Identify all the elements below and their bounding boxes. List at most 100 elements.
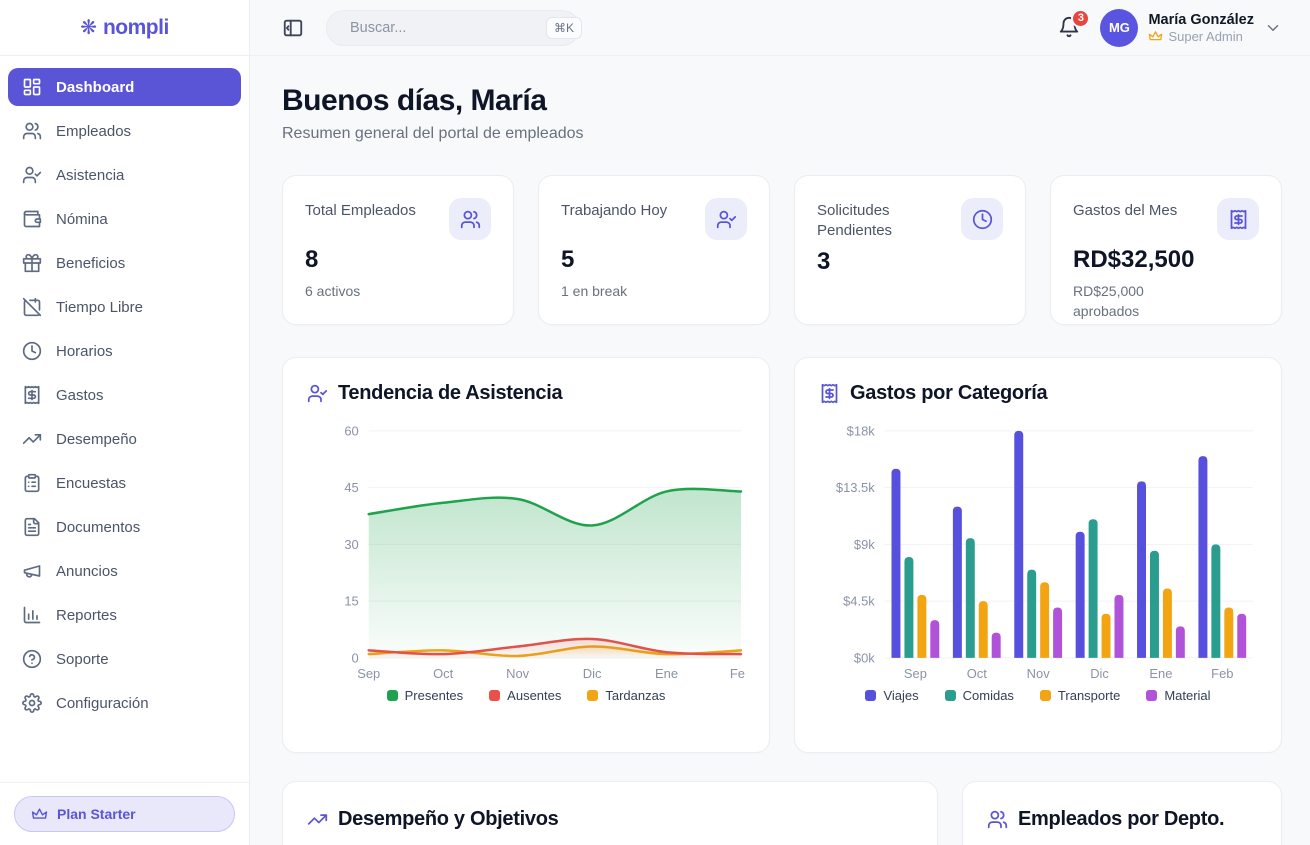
file-text-icon — [22, 517, 42, 537]
megaphone-icon — [22, 561, 42, 581]
attendance-trend-card: Tendencia de Asistencia 0 15 30 45 60 Sep Oct N… — [282, 357, 770, 753]
stat-label: Trabajando Hoy — [561, 202, 668, 219]
svg-text:60: 60 — [344, 423, 358, 438]
stat-card-total-empleados: Total Empleados 8 6 activos — [282, 175, 514, 325]
stat-subtext: RD$25,000 aprobados — [1073, 283, 1144, 319]
users-icon — [987, 809, 1008, 830]
sidebar-item-label: Configuración — [56, 694, 149, 712]
svg-text:Nov: Nov — [1027, 666, 1051, 681]
sidebar-item-label: Documentos — [56, 518, 141, 536]
search-shortcut-badge: ⌘K — [546, 16, 583, 39]
user-name: María González — [1148, 11, 1254, 28]
sidebar-item-beneficios[interactable]: Beneficios — [8, 244, 241, 282]
sidebar-item-gastos[interactable]: Gastos — [8, 376, 241, 414]
sidebar-item-horarios[interactable]: Horarios — [8, 332, 241, 370]
search-box[interactable]: ⌘K — [326, 9, 583, 46]
sidebar-item-empleados[interactable]: Empleados — [8, 112, 241, 150]
notifications-button[interactable]: 3 — [1058, 8, 1091, 40]
legend-label: Comidas — [962, 687, 1014, 703]
sidebar-item-encuestas[interactable]: Encuestas — [8, 464, 241, 502]
crown-icon — [31, 806, 48, 823]
svg-text:Oct: Oct — [433, 666, 454, 681]
clock-icon — [972, 209, 993, 230]
svg-text:30: 30 — [344, 537, 358, 552]
nompli-flower-icon: ❋ — [80, 16, 97, 39]
legend-label: Transporte — [1057, 687, 1121, 703]
brand-name: nompli — [102, 15, 169, 39]
stat-card-gastos-del-mes: Gastos del Mes RD$32,500 RD$25,000 aprobad… — [1050, 175, 1282, 325]
legend-item-tardanzas: Tardanzas — [587, 688, 665, 703]
sidebar: ❋ nompli Dashboard Empleados Asistencia Nóm… — [0, 0, 250, 845]
performance-card-title: Desempeño y Objetivos — [338, 808, 559, 830]
charts-row: Tendencia de Asistencia 0 15 30 45 60 Sep Oct N… — [282, 357, 1282, 753]
plan-box: Plan Starter — [0, 782, 249, 845]
expenses-legend: Viajes Comidas Transporte Material — [819, 688, 1257, 703]
svg-text:$0k: $0k — [854, 650, 875, 665]
sidebar-item-label: Horarios — [56, 342, 113, 360]
sidebar-item-tiempo-libre[interactable]: Tiempo Libre — [8, 288, 241, 326]
sidebar-item-label: Empleados — [56, 122, 132, 140]
stat-value: RD$32,500 — [1073, 246, 1195, 273]
wallet-icon — [22, 209, 42, 229]
svg-text:$18k: $18k — [847, 423, 876, 438]
svg-text:Dic: Dic — [1090, 666, 1109, 681]
bottom-row: Desempeño y Objetivos Empleados por Dept… — [282, 781, 1282, 845]
sidebar-item-label: Soporte — [56, 650, 109, 668]
user-role-label: Super Admin — [1168, 29, 1243, 45]
sidebar-item-asistencia[interactable]: Asistencia — [8, 156, 241, 194]
users-icon — [22, 121, 42, 141]
svg-text:45: 45 — [344, 480, 358, 495]
performance-goals-card: Desempeño y Objetivos — [282, 781, 938, 845]
legend-label: Tardanzas — [605, 687, 666, 703]
sidebar-item-label: Anuncios — [56, 562, 118, 580]
user-menu[interactable]: MG María González Super Admin — [1100, 8, 1282, 47]
legend-item-comidas: Comidas — [944, 687, 1014, 703]
employees-dept-card-title: Empleados por Depto. — [1018, 808, 1225, 830]
sidebar-item-label: Dashboard — [56, 78, 135, 96]
sidebar-item-dashboard[interactable]: Dashboard — [8, 68, 241, 106]
settings-icon — [22, 693, 42, 713]
sidebar-collapse-button[interactable] — [282, 17, 304, 39]
legend-label: Presentes — [404, 687, 464, 703]
search-input[interactable] — [350, 19, 537, 36]
trending-up-icon — [22, 429, 42, 449]
svg-text:Ene: Ene — [1149, 666, 1172, 681]
legend-item-ausentes: Ausentes — [489, 688, 561, 703]
svg-text:Nov: Nov — [506, 666, 530, 681]
chevron-down-icon[interactable] — [1264, 19, 1282, 37]
sidebar-item-reportes[interactable]: Reportes — [8, 596, 241, 634]
dashboard-icon — [22, 77, 42, 97]
sidebar-item-nomina[interactable]: Nómina — [8, 200, 241, 238]
expenses-category-card: Gastos por Categoría $0k $4.5k $9k $13.5k $1… — [794, 357, 1282, 753]
svg-text:Dic: Dic — [583, 666, 602, 681]
svg-text:15: 15 — [344, 594, 358, 609]
crown-icon — [1148, 29, 1163, 44]
sidebar-item-anuncios[interactable]: Anuncios — [8, 552, 241, 590]
stat-value: 3 — [817, 247, 831, 275]
svg-text:0: 0 — [352, 650, 359, 665]
avatar: MG — [1100, 8, 1139, 47]
sidebar-item-label: Desempeño — [56, 430, 137, 448]
svg-text:$9k: $9k — [854, 537, 875, 552]
legend-swatch — [1039, 689, 1051, 701]
legend-item-material: Material — [1146, 688, 1211, 703]
legend-swatch — [386, 689, 398, 701]
legend-swatch — [489, 689, 501, 701]
legend-swatch — [587, 689, 599, 701]
expenses-chart-title: Gastos por Categoría — [850, 382, 1048, 404]
page-title: Buenos días, María — [282, 84, 547, 117]
legend-item-presentes: Presentes — [386, 687, 464, 703]
svg-text:$4.5k: $4.5k — [843, 594, 875, 609]
dashboard-content: Buenos días, María Resumen general del p… — [250, 56, 1310, 845]
legend-swatch — [944, 689, 956, 701]
plan-starter-button[interactable]: Plan Starter — [14, 796, 235, 832]
svg-text:Sep: Sep — [357, 666, 380, 681]
sidebar-item-configuracion[interactable]: Configuración — [8, 684, 241, 722]
user-check-icon — [22, 165, 42, 185]
topbar: ⌘K 3 MG María González Super Admin — [250, 0, 1310, 56]
receipt-icon — [819, 383, 840, 404]
sidebar-item-label: Reportes — [56, 606, 117, 624]
sidebar-item-desempeno[interactable]: Desempeño — [8, 420, 241, 458]
sidebar-item-soporte[interactable]: Soporte — [8, 640, 241, 678]
sidebar-item-documentos[interactable]: Documentos — [8, 508, 241, 546]
